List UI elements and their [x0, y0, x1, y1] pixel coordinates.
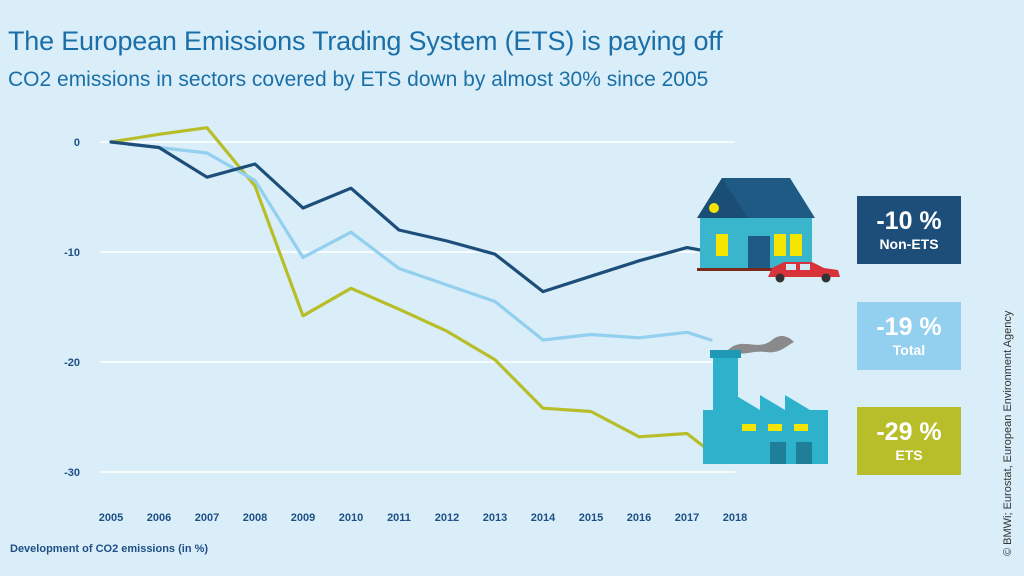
x-tick-label: 2009 [291, 512, 315, 524]
x-tick-label: 2017 [675, 512, 699, 524]
x-tick-label: 2011 [387, 512, 411, 524]
badge-total-label: Total [892, 342, 926, 358]
series-line-non-ets [109, 140, 713, 294]
badge-ets-label: ETS [895, 447, 923, 463]
badge-non-ets: -10 % Non-ETS [857, 196, 961, 264]
badge-total-value: -19 % [876, 313, 942, 341]
x-tick-label: 2015 [579, 512, 603, 524]
x-tick-label: 2007 [195, 512, 219, 524]
series-line-total [109, 140, 713, 342]
badge-non-ets-value: -10 % [876, 207, 942, 235]
series-line-ets [109, 126, 713, 454]
y-tick-label: -10 [64, 247, 80, 259]
x-tick-label: 2018 [723, 512, 747, 524]
x-axis-ticks: 2005 2006 2007 2008 2009 2010 2011 2012 2013 2014… [99, 512, 747, 524]
car-icon [768, 262, 840, 283]
badge-ets: -29 % ETS [857, 407, 961, 475]
y-tick-label: -30 [64, 467, 80, 479]
badge-total: -19 % Total [857, 302, 961, 370]
source-credit: © BMWi; Eurostat, European Environment A… [1002, 310, 1014, 556]
x-tick-label: 2012 [435, 512, 459, 524]
page-subtitle: CO2 emissions in sectors covered by ETS … [8, 68, 709, 91]
x-tick-label: 2005 [99, 512, 123, 524]
gridlines [100, 141, 735, 473]
page-title: The European Emissions Trading System (E… [8, 26, 723, 56]
badge-non-ets-label: Non-ETS [879, 236, 939, 252]
x-tick-label: 2006 [147, 512, 171, 524]
chart-caption: Development of CO2 emissions (in %) [10, 543, 209, 555]
factory-icon [703, 336, 828, 464]
y-axis-ticks: 0 -10 -20 -30 [64, 137, 80, 479]
house-icon [697, 178, 821, 271]
y-tick-label: 0 [74, 137, 80, 149]
badge-ets-value: -29 % [876, 418, 942, 446]
series-lines [109, 126, 713, 454]
x-tick-label: 2016 [627, 512, 651, 524]
x-tick-label: 2013 [483, 512, 507, 524]
y-tick-label: -20 [64, 357, 80, 369]
x-tick-label: 2008 [243, 512, 267, 524]
x-tick-label: 2014 [531, 512, 556, 524]
x-tick-label: 2010 [339, 512, 363, 524]
